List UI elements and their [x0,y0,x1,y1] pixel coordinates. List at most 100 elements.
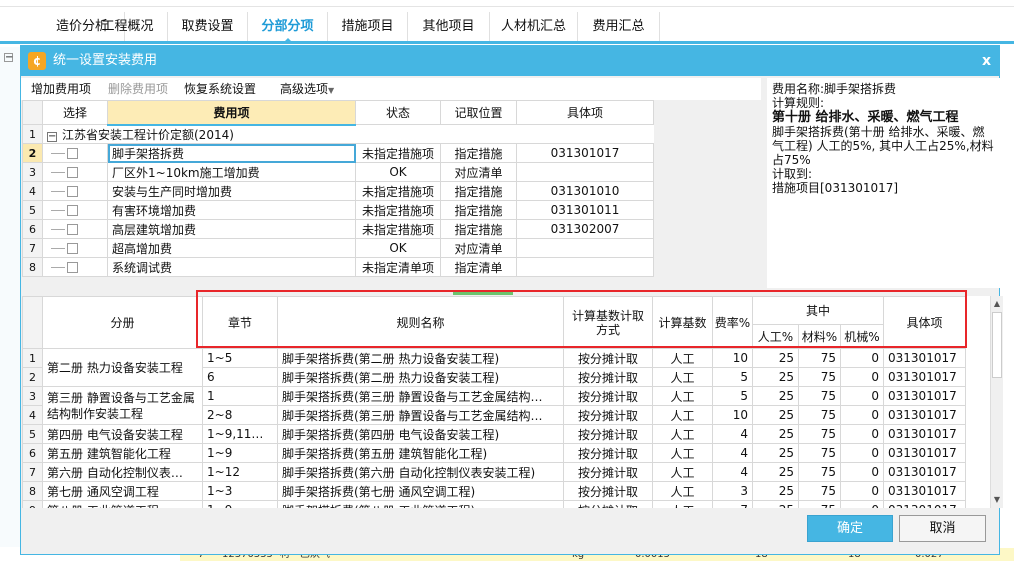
item-cell[interactable]: 031301017 [883,443,967,463]
col-method[interactable]: 计算基数计取方式 [563,296,653,349]
rate-cell[interactable]: 4 [712,443,753,463]
col-status[interactable]: 状态 [355,100,441,125]
machine-cell[interactable]: 0 [839,481,885,501]
material-cell[interactable]: 75 [798,462,841,482]
fee-name[interactable]: 系统调试费 [107,257,356,277]
method-cell[interactable]: 按分摊计取 [563,424,653,444]
col-item[interactable]: 具体项 [516,100,654,125]
collapse-icon[interactable]: − [4,52,14,63]
fee-position[interactable]: 指定措施 [440,200,517,220]
tab-7[interactable]: 费用汇总 [578,12,660,41]
method-cell[interactable]: 按分摊计取 [563,386,653,406]
machine-cell[interactable]: 0 [839,443,885,463]
col-select[interactable]: 选择 [42,100,108,125]
volume-cell[interactable]: 第四册 电气设备安装工程 [42,424,203,444]
method-cell[interactable]: 按分摊计取 [563,443,653,463]
col-labor[interactable]: 人工% [752,324,799,349]
col-fee-item[interactable]: 费用项 [107,100,356,126]
rule-cell[interactable]: 脚手架搭拆费(第八册 工业管道工程) [277,500,564,508]
dialog-titlebar[interactable]: ¢ 统一设置安装费用 x [21,46,999,76]
col-rule[interactable]: 规则名称 [277,296,564,349]
machine-cell[interactable]: 0 [839,462,885,482]
select-checkbox[interactable] [67,224,78,235]
fee-position[interactable]: 指定清单 [440,257,517,277]
item-cell[interactable]: 031301017 [883,424,967,444]
select-checkbox[interactable] [67,205,78,216]
rule-cell[interactable]: 脚手架搭拆费(第五册 建筑智能化工程) [277,443,564,463]
base-cell[interactable]: 人工 [652,481,713,501]
restore-settings-button[interactable]: 恢复系统设置 [184,82,257,96]
chapter-cell[interactable]: 1~9 [202,500,278,508]
labor-cell[interactable]: 25 [752,462,799,482]
volume-cell[interactable]: 第八册 工业管道工程 [42,500,203,508]
rate-cell[interactable]: 4 [712,424,753,444]
select-checkbox[interactable] [67,167,78,178]
chapter-cell[interactable]: 2~8 [202,405,278,425]
volume-cell[interactable]: 第五册 建筑智能化工程 [42,443,203,463]
machine-cell[interactable]: 0 [839,405,885,425]
tab-5[interactable]: 其他项目 [408,12,490,41]
chapter-cell[interactable]: 1~3 [202,481,278,501]
tab-1[interactable]: 工程概况 [88,12,168,41]
close-button[interactable]: x [981,53,991,69]
fee-name[interactable]: 厂区外1~10km施工增加费 [107,162,356,182]
fee-row[interactable]: 5 有害环境增加费 未指定措施项 指定措施 031301011 [22,200,654,220]
chapter-cell[interactable]: 1~9 [202,443,278,463]
rule-row[interactable]: 7 第六册 自动化控制仪表… 1~12 脚手架搭拆费(第六册 自动化控制仪表安装工程)… [22,462,967,482]
fee-row[interactable]: 6 高层建筑增加费 未指定措施项 指定措施 031302007 [22,219,654,239]
col-rate[interactable]: 费率% [712,296,753,349]
rule-row[interactable]: 2 6 脚手架搭拆费(第二册 热力设备安装工程) 按分摊计取 人工 5 25 75 0 03130… [22,367,967,387]
material-cell[interactable]: 75 [798,386,841,406]
add-fee-button[interactable]: 增加费用项 [31,82,92,96]
cancel-button[interactable]: 取消 [899,515,986,542]
volume-cell[interactable]: 第二册 热力设备安装工程 [42,348,203,387]
fee-name[interactable]: 超高增加费 [107,238,356,258]
fee-row[interactable]: 3 厂区外1~10km施工增加费 OK 对应清单 [22,162,654,182]
method-cell[interactable]: 按分摊计取 [563,405,653,425]
fee-row[interactable]: 8 系统调试费 未指定清单项 指定清单 [22,257,654,277]
fee-item[interactable] [516,257,654,277]
rule-row[interactable]: 8 第七册 通风空调工程 1~3 脚手架搭拆费(第七册 通风空调工程) 按分摊计取 人工 3… [22,481,967,501]
fee-item[interactable]: 031301017 [516,143,654,163]
labor-cell[interactable]: 25 [752,443,799,463]
fee-name[interactable]: 高层建筑增加费 [107,219,356,239]
base-cell[interactable]: 人工 [652,386,713,406]
rate-cell[interactable]: 7 [712,500,753,508]
col-material[interactable]: 材料% [798,324,841,349]
material-cell[interactable]: 75 [798,405,841,425]
rule-row[interactable]: 6 第五册 建筑智能化工程 1~9 脚手架搭拆费(第五册 建筑智能化工程) 按分摊计取人… [22,443,967,463]
scroll-up-icon[interactable]: ▲ [993,299,1001,308]
splitter-grip[interactable] [453,291,513,295]
chapter-cell[interactable]: 1~5 [202,348,278,368]
select-checkbox[interactable] [67,262,78,273]
fee-item[interactable]: 031301010 [516,181,654,201]
method-cell[interactable]: 按分摊计取 [563,367,653,387]
fee-name[interactable]: 脚手架搭拆费 [107,143,356,163]
rate-cell[interactable]: 4 [712,462,753,482]
rule-row[interactable]: 1 第二册 热力设备安装工程 1~5 脚手架搭拆费(第二册 热力设备安装工程) 按分摊计… [22,348,967,387]
rule-cell[interactable]: 脚手架搭拆费(第六册 自动化控制仪表安装工程) [277,462,564,482]
col-position[interactable]: 记取位置 [440,100,517,125]
item-cell[interactable]: 031301017 [883,348,967,368]
rule-cell[interactable]: 脚手架搭拆费(第三册 静置设备与工艺金属结构… [277,405,564,425]
scroll-thumb[interactable] [992,312,1002,378]
rate-cell[interactable]: 5 [712,367,753,387]
base-cell[interactable]: 人工 [652,405,713,425]
item-cell[interactable]: 031301017 [883,481,967,501]
chapter-cell[interactable]: 1~9,11~15 [202,424,278,444]
fee-item[interactable]: 031301011 [516,200,654,220]
select-checkbox[interactable] [67,186,78,197]
base-cell[interactable]: 人工 [652,462,713,482]
col-base[interactable]: 计算基数 [652,296,713,349]
col-item[interactable]: 具体项 [883,296,967,349]
volume-cell[interactable]: 第六册 自动化控制仪表… [42,462,203,482]
fee-row[interactable]: 7 超高增加费 OK 对应清单 [22,238,654,258]
item-cell[interactable]: 031301017 [883,462,967,482]
rule-cell[interactable]: 脚手架搭拆费(第七册 通风空调工程) [277,481,564,501]
base-cell[interactable]: 人工 [652,443,713,463]
fee-position[interactable]: 指定措施 [440,143,517,163]
method-cell[interactable]: 按分摊计取 [563,348,653,368]
tab-0[interactable]: 造价分析 [40,12,125,41]
fee-position[interactable]: 对应清单 [440,162,517,182]
